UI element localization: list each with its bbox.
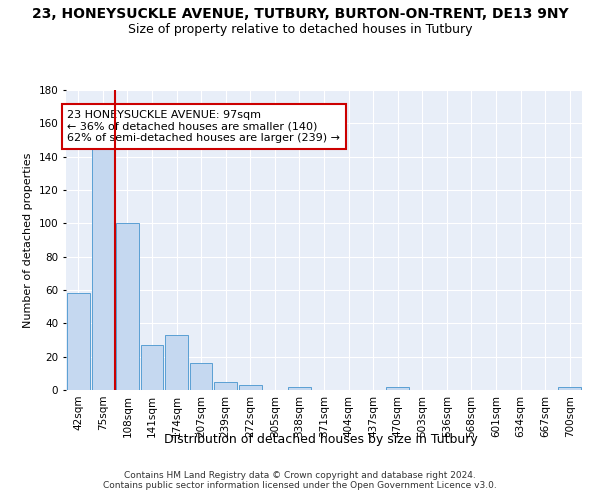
Bar <box>288 386 311 390</box>
Bar <box>116 224 139 390</box>
Text: Distribution of detached houses by size in Tutbury: Distribution of detached houses by size … <box>164 432 478 446</box>
Bar <box>165 335 188 390</box>
Bar <box>92 148 114 390</box>
Bar <box>67 294 89 390</box>
Bar <box>386 386 409 390</box>
Text: Size of property relative to detached houses in Tutbury: Size of property relative to detached ho… <box>128 22 472 36</box>
Text: 23, HONEYSUCKLE AVENUE, TUTBURY, BURTON-ON-TRENT, DE13 9NY: 23, HONEYSUCKLE AVENUE, TUTBURY, BURTON-… <box>32 8 568 22</box>
Bar <box>559 386 581 390</box>
Text: Contains HM Land Registry data © Crown copyright and database right 2024.
Contai: Contains HM Land Registry data © Crown c… <box>103 470 497 490</box>
Bar <box>239 385 262 390</box>
Bar <box>140 345 163 390</box>
Bar <box>190 364 212 390</box>
Y-axis label: Number of detached properties: Number of detached properties <box>23 152 33 328</box>
Bar <box>214 382 237 390</box>
Text: 23 HONEYSUCKLE AVENUE: 97sqm
← 36% of detached houses are smaller (140)
62% of s: 23 HONEYSUCKLE AVENUE: 97sqm ← 36% of de… <box>67 110 340 143</box>
